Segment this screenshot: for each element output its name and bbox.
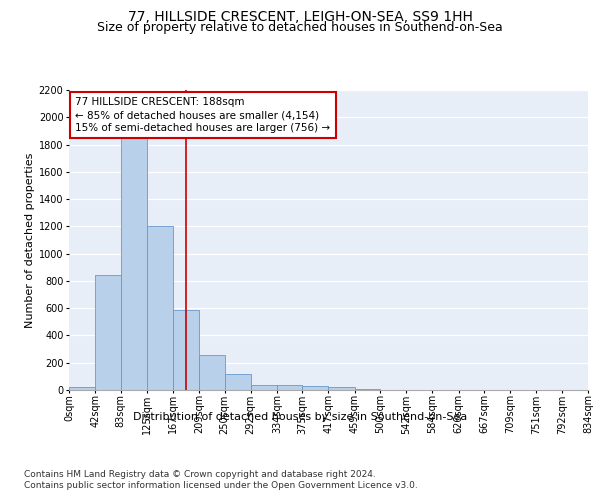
Bar	[251, 384, 277, 390]
Bar	[147, 226, 173, 390]
Bar	[69, 386, 95, 390]
Text: 77, HILLSIDE CRESCENT, LEIGH-ON-SEA, SS9 1HH: 77, HILLSIDE CRESCENT, LEIGH-ON-SEA, SS9…	[128, 10, 472, 24]
Bar	[199, 355, 224, 390]
Text: Distribution of detached houses by size in Southend-on-Sea: Distribution of detached houses by size …	[133, 412, 467, 422]
Bar	[173, 310, 199, 390]
Bar	[355, 388, 380, 390]
Bar	[121, 138, 147, 390]
Text: Contains public sector information licensed under the Open Government Licence v3: Contains public sector information licen…	[24, 481, 418, 490]
Bar	[224, 374, 251, 390]
Bar	[302, 386, 329, 390]
Text: 77 HILLSIDE CRESCENT: 188sqm
← 85% of detached houses are smaller (4,154)
15% of: 77 HILLSIDE CRESCENT: 188sqm ← 85% of de…	[75, 97, 331, 133]
Text: Contains HM Land Registry data © Crown copyright and database right 2024.: Contains HM Land Registry data © Crown c…	[24, 470, 376, 479]
Bar	[277, 385, 302, 390]
Text: Size of property relative to detached houses in Southend-on-Sea: Size of property relative to detached ho…	[97, 22, 503, 35]
Y-axis label: Number of detached properties: Number of detached properties	[25, 152, 35, 328]
Bar	[95, 276, 121, 390]
Bar	[329, 388, 355, 390]
